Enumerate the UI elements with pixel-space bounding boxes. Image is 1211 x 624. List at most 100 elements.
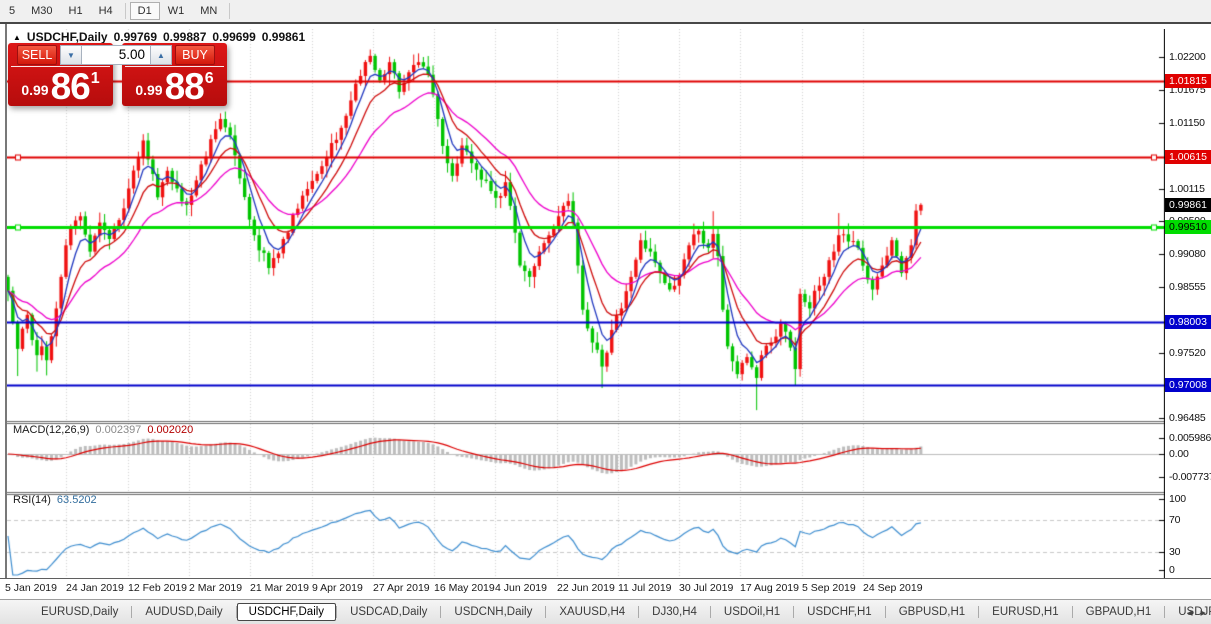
ask-price: 0.99 88 6 xyxy=(122,67,227,106)
tab-divider xyxy=(440,606,442,618)
indicator-axis-label: 70 xyxy=(1169,514,1181,526)
toolbar-divider xyxy=(124,3,126,19)
bid-price-pip: 1 xyxy=(90,70,100,87)
ohlc-low: 0.99699 xyxy=(212,30,256,44)
time-axis[interactable]: 5 Jan 2019 24 Jan 2019 12 Feb 2019 2 Mar 20… xyxy=(0,578,1211,599)
volume-spinner: ▼ 5.00 ▲ xyxy=(60,45,172,65)
tab-xauusd-h4[interactable]: XAUUSD,H4 xyxy=(559,606,626,618)
price-tick-label: 0.97520 xyxy=(1169,347,1206,359)
timeframe-button-d1[interactable]: D1 xyxy=(129,2,160,20)
tab-audusd-daily[interactable]: AUDUSD,Daily xyxy=(145,606,223,618)
divider xyxy=(11,66,110,67)
tab-divider xyxy=(1071,606,1073,618)
rsi-name: RSI(14) xyxy=(13,494,51,506)
price-tick-label: 1.00115 xyxy=(1169,183,1205,195)
tab-divider xyxy=(978,606,980,618)
macd-value: 0.002397 xyxy=(95,424,142,436)
macd-indicator-title: MACD(12,26,9) 0.002397 0.002020 xyxy=(13,424,193,436)
date-label: 11 Jul 2019 xyxy=(618,582,672,594)
price-badge: 0.97008 xyxy=(1165,378,1211,392)
ohlc-open: 0.99769 xyxy=(113,30,157,44)
price-tick-label: 1.02200 xyxy=(1169,51,1206,63)
tab-usdchf-h1[interactable]: USDCHF,H1 xyxy=(807,606,872,618)
date-label: 21 Mar 2019 xyxy=(250,582,309,594)
tab-divider xyxy=(638,606,640,618)
timeframe-button-h1[interactable]: H1 xyxy=(68,5,83,17)
volume-increase-icon[interactable]: ▲ xyxy=(150,45,172,65)
tab-gbpaud-h1[interactable]: GBPAUD,H1 xyxy=(1085,606,1152,618)
price-chart-canvas[interactable] xyxy=(7,29,1165,578)
tab-scroll-left-icon[interactable]: ◂ xyxy=(1186,607,1193,619)
bid-price-prefix: 0.99 xyxy=(21,82,49,98)
bid-price: 0.99 86 1 xyxy=(8,67,113,106)
collapse-triangle-icon[interactable]: ▲ xyxy=(13,32,21,42)
price-badge: 0.99861 xyxy=(1165,198,1211,212)
toolbar-divider xyxy=(229,3,231,19)
tab-usdchf-daily[interactable]: USDCHF,Daily xyxy=(236,603,337,621)
tab-usdcnh-daily[interactable]: USDCNH,Daily xyxy=(454,606,533,618)
date-label: 4 Jun 2019 xyxy=(495,582,547,594)
volume-decrease-icon[interactable]: ▼ xyxy=(60,45,82,65)
chart-title: ▲ USDCHF,Daily 0.99769 0.99887 0.99699 0… xyxy=(13,30,305,44)
date-label: 9 Apr 2019 xyxy=(312,582,363,594)
sell-button[interactable]: SELL xyxy=(17,45,57,65)
date-label: 16 May 2019 xyxy=(434,582,495,594)
ohlc-high: 0.99887 xyxy=(163,30,207,44)
rsi-value: 63.5202 xyxy=(56,494,97,506)
macd-signal-value: 0.002020 xyxy=(147,424,194,436)
date-label: 24 Jan 2019 xyxy=(66,582,124,594)
tab-gbpusd-h1[interactable]: GBPUSD,H1 xyxy=(898,606,966,618)
tab-divider xyxy=(884,606,886,618)
indicator-axis-label: 0.005986 xyxy=(1169,432,1211,444)
price-tick-label: 0.96485 xyxy=(1169,412,1206,424)
date-label: 17 Aug 2019 xyxy=(740,582,799,594)
date-label: 2 Mar 2019 xyxy=(189,582,243,594)
price-badge: 0.99510 xyxy=(1165,220,1211,234)
indicator-axis-label: 0.00 xyxy=(1169,448,1189,460)
tab-eurusd-h1[interactable]: EURUSD,H1 xyxy=(992,606,1059,618)
tab-usdjp[interactable]: USDJP xyxy=(1178,606,1211,618)
ask-price-main: 88 xyxy=(164,65,205,107)
price-tick-label: 0.98555 xyxy=(1169,281,1206,293)
date-label: 27 Apr 2019 xyxy=(373,582,430,594)
buy-button[interactable]: BUY xyxy=(175,45,215,65)
timeframe-button-m30[interactable]: M30 xyxy=(31,5,53,17)
tab-eurusd-daily[interactable]: EURUSD,Daily xyxy=(41,606,119,618)
timeframe-button-5[interactable]: 5 xyxy=(9,5,16,17)
bid-price-main: 86 xyxy=(50,65,91,107)
window-left-border xyxy=(5,24,7,599)
date-label: 12 Feb 2019 xyxy=(128,582,187,594)
window-top-border xyxy=(0,22,1211,24)
timeframe-button-w1[interactable]: W1 xyxy=(167,5,185,17)
tab-usdcad-daily[interactable]: USDCAD,Daily xyxy=(350,606,428,618)
tab-divider xyxy=(235,606,237,618)
tab-divider xyxy=(1164,606,1166,618)
ask-price-pip: 6 xyxy=(204,70,214,87)
tab-dj30-h4[interactable]: DJ30,H4 xyxy=(652,606,697,618)
price-badge: 0.98003 xyxy=(1165,315,1211,329)
one-click-trading-panel: SELL 0.99 86 1 BUY 0.99 88 6 ▼ 5.00 xyxy=(8,43,227,106)
date-label: 5 Sep 2019 xyxy=(802,582,856,594)
timeframe-button-h4[interactable]: H4 xyxy=(98,5,113,17)
price-axis[interactable]: 1.022001.016751.011501.001150.995900.990… xyxy=(1165,29,1211,578)
ohlc-close: 0.99861 xyxy=(261,30,306,44)
tab-divider xyxy=(545,606,547,618)
date-label: 24 Sep 2019 xyxy=(863,582,923,594)
timeframe-button-mn[interactable]: MN xyxy=(200,5,218,17)
tab-usdoil-h1[interactable]: USDOil,H1 xyxy=(723,606,781,618)
price-badge: 1.01815 xyxy=(1165,74,1211,88)
rsi-indicator-title: RSI(14) 63.5202 xyxy=(13,494,97,506)
tab-divider xyxy=(131,606,133,618)
price-badge: 1.00615 xyxy=(1165,150,1211,164)
volume-input[interactable]: 5.00 xyxy=(82,45,150,65)
tab-scroll-right-icon[interactable]: ▸ xyxy=(1200,607,1206,619)
tab-divider xyxy=(709,606,711,618)
macd-name: MACD(12,26,9) xyxy=(13,424,90,436)
timeframe-toolbar: 5 M30 H1 H4 D1 W1 MN xyxy=(0,0,1211,22)
chart-symbol-period: USDCHF,Daily xyxy=(26,30,108,44)
ask-price-prefix: 0.99 xyxy=(135,82,163,98)
tab-scroll-arrows: ◂ ▸ xyxy=(1187,600,1206,624)
indicator-axis-label: 30 xyxy=(1169,546,1181,558)
chart-tab-bar: EURUSD,Daily AUDUSD,Daily USDCHF,Daily USDC… xyxy=(0,599,1211,624)
